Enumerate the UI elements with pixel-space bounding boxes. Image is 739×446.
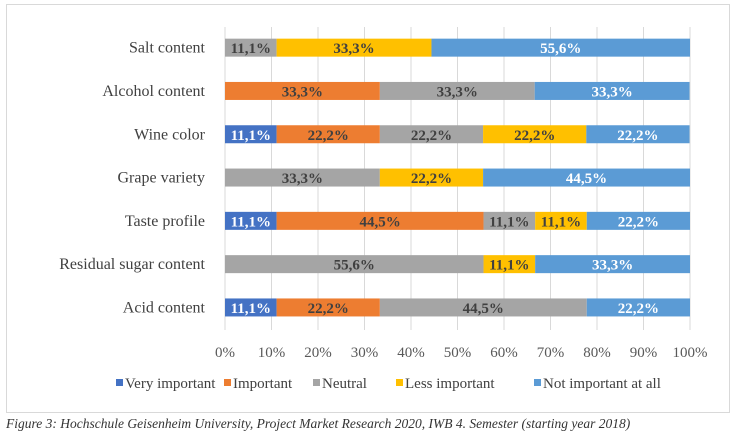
category-label: Salt content bbox=[129, 40, 206, 57]
data-label: 22,2% bbox=[308, 301, 349, 317]
x-tick-label: 100% bbox=[673, 345, 708, 361]
bar-segment bbox=[276, 38, 432, 57]
data-label: 33,3% bbox=[592, 258, 633, 274]
data-label: 11,1% bbox=[231, 301, 271, 317]
data-label: 22,2% bbox=[411, 128, 452, 144]
bar-segment bbox=[276, 125, 380, 144]
category-label: Grape variety bbox=[117, 170, 205, 187]
data-label: 22,2% bbox=[308, 128, 349, 144]
bar-segment bbox=[586, 298, 690, 317]
bar-segment bbox=[379, 81, 535, 100]
category-label: Alcohol content bbox=[102, 83, 205, 100]
data-label: 33,3% bbox=[282, 171, 323, 187]
bar-segment bbox=[276, 298, 380, 317]
legend-swatch bbox=[396, 379, 403, 386]
data-label: 22,2% bbox=[411, 171, 452, 187]
data-label: 33,3% bbox=[333, 41, 374, 57]
x-tick-label: 20% bbox=[304, 345, 332, 361]
x-tick-label: 40% bbox=[397, 345, 425, 361]
bar-segment bbox=[534, 81, 690, 100]
data-label: 11,1% bbox=[489, 214, 529, 230]
bar-segment bbox=[483, 211, 536, 230]
bar-segment bbox=[276, 211, 484, 230]
legend-swatch bbox=[116, 379, 123, 386]
data-label: 22,2% bbox=[618, 214, 659, 230]
x-tick-label: 80% bbox=[583, 345, 611, 361]
x-tick-label: 50% bbox=[444, 345, 472, 361]
data-label: 44,5% bbox=[359, 214, 400, 230]
bar-segment bbox=[586, 125, 690, 144]
bar-segment bbox=[431, 38, 690, 57]
bar-segment bbox=[483, 125, 587, 144]
category-label: Acid content bbox=[123, 299, 206, 316]
x-tick-label: 90% bbox=[630, 345, 658, 361]
chart-frame bbox=[6, 4, 730, 413]
data-label: 11,1% bbox=[541, 214, 581, 230]
legend-swatch bbox=[224, 379, 231, 386]
bar-segment bbox=[535, 255, 690, 274]
legend-label: Not important at all bbox=[543, 376, 661, 392]
data-label: 22,2% bbox=[618, 301, 659, 317]
bar-segment bbox=[483, 255, 536, 274]
data-label: 11,1% bbox=[231, 214, 271, 230]
bar-segment bbox=[225, 38, 277, 57]
x-tick-label: 70% bbox=[537, 345, 565, 361]
x-tick-label: 30% bbox=[351, 345, 379, 361]
bar-segment bbox=[225, 168, 380, 187]
bar-segment bbox=[225, 255, 484, 274]
bar-segment bbox=[379, 168, 484, 187]
data-label: 55,6% bbox=[334, 258, 375, 274]
x-tick-label: 60% bbox=[490, 345, 518, 361]
bar-segment bbox=[225, 211, 277, 230]
figure-caption: Figure 3: Hochschule Geisenheim Universi… bbox=[6, 416, 631, 431]
data-label: 22,2% bbox=[617, 128, 658, 144]
data-label: 11,1% bbox=[231, 41, 271, 57]
data-label: 33,3% bbox=[437, 84, 478, 100]
category-label: Wine color bbox=[134, 126, 206, 143]
data-label: 22,2% bbox=[514, 128, 555, 144]
legend-label: Important bbox=[233, 376, 293, 392]
data-label: 11,1% bbox=[489, 258, 529, 274]
category-label: Residual sugar content bbox=[59, 256, 205, 273]
x-tick-label: 0% bbox=[215, 345, 235, 361]
legend-label: Very important bbox=[125, 376, 216, 392]
data-label: 11,1% bbox=[231, 128, 271, 144]
x-tick-label: 10% bbox=[258, 345, 286, 361]
bar-segment bbox=[379, 125, 484, 144]
bar-segment bbox=[225, 298, 277, 317]
data-label: 44,5% bbox=[566, 171, 607, 187]
data-label: 33,3% bbox=[282, 84, 323, 100]
data-label: 55,6% bbox=[540, 41, 581, 57]
legend-swatch bbox=[313, 379, 320, 386]
legend-swatch bbox=[534, 379, 541, 386]
bar-segment bbox=[535, 211, 587, 230]
category-label: Taste profile bbox=[125, 213, 205, 230]
bar-segment bbox=[379, 298, 587, 317]
bar-segment bbox=[586, 211, 690, 230]
data-label: 33,3% bbox=[591, 84, 632, 100]
bar-segment bbox=[483, 168, 690, 187]
data-label: 44,5% bbox=[463, 301, 504, 317]
bar-segment bbox=[225, 81, 380, 100]
legend-label: Neutral bbox=[322, 376, 367, 392]
bar-segment bbox=[225, 125, 277, 144]
legend-label: Less important bbox=[405, 376, 495, 392]
